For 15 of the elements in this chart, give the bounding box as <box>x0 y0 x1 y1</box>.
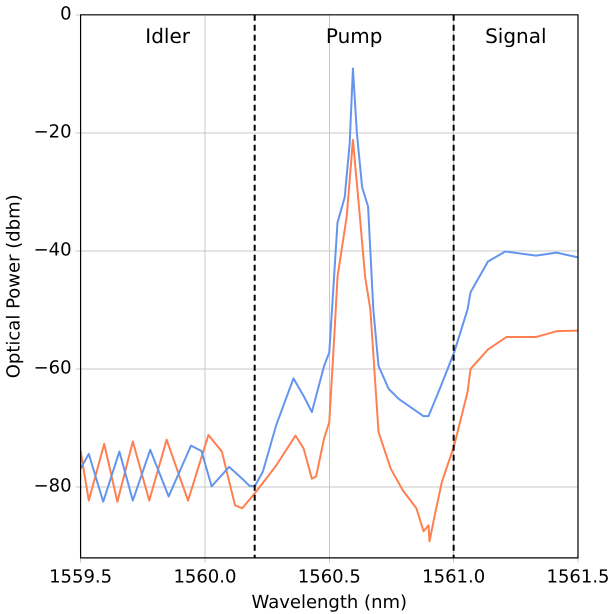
y-tick-label: −80 <box>34 476 72 497</box>
x-tick-label: 1560.0 <box>173 566 236 588</box>
x-tick-label: 1560.5 <box>298 566 361 588</box>
x-tick-label: 1561.5 <box>546 566 610 588</box>
y-tick-label: 0 <box>60 3 72 24</box>
y-tick-label: −40 <box>34 240 72 261</box>
x-tick-label: 1559.5 <box>49 566 112 588</box>
annotation: Idler <box>145 24 191 48</box>
x-axis-title: Wavelength (nm) <box>252 592 408 613</box>
x-tick-label: 1561.0 <box>422 566 486 588</box>
annotation: Pump <box>326 24 382 48</box>
y-tick-label: −60 <box>34 358 72 379</box>
annotation: Signal <box>485 24 547 48</box>
y-tick-label: −20 <box>34 122 72 143</box>
y-axis-title: Optical Power (dbm) <box>3 194 24 378</box>
